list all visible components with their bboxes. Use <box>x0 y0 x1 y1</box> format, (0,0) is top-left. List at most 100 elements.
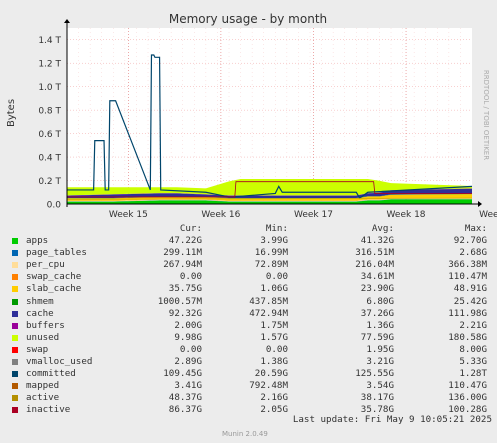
y-tick-label: 0.0 <box>47 201 62 211</box>
legend-row-active: active 48.37G 2.16G 38.17G 136.00G <box>12 392 492 404</box>
legend-min: 1.38G <box>260 356 288 368</box>
legend-name: swap_cache <box>26 271 82 283</box>
legend-avg: 38.17G <box>360 392 394 404</box>
legend-avg: 77.59G <box>360 331 394 343</box>
legend-swatch <box>12 298 18 305</box>
y-tick-label: 0.6 T <box>38 130 61 140</box>
x-tick-label: Week 15 <box>109 210 148 220</box>
legend-avg: 3.54G <box>366 380 394 392</box>
legend-min: 20.59G <box>254 368 288 380</box>
legend-cur: 92.32G <box>168 307 202 319</box>
legend: Cur: Min: Avg: Max: apps 47.22G 3.99G 41.32… <box>12 223 492 417</box>
legend-swatch <box>12 310 18 317</box>
legend-cur: 0.00 <box>179 343 202 355</box>
x-tick-label: Week 19 <box>479 210 497 220</box>
legend-min: 3.99G <box>260 235 288 247</box>
legend-swatch <box>12 274 18 281</box>
legend-max: 48.91G <box>453 283 487 295</box>
area-shmem <box>67 193 472 199</box>
legend-row-cache: cache 92.32G 472.94M 37.26G 111.98G <box>12 308 492 320</box>
legend-name: vmalloc_used <box>26 356 93 368</box>
legend-max: 136.00G <box>448 392 487 404</box>
legend-swatch <box>12 383 18 390</box>
legend-cur: 3.41G <box>174 380 202 392</box>
legend-min: 0.00 <box>265 343 288 355</box>
legend-max: 8.00G <box>459 343 487 355</box>
legend-min: 2.05G <box>260 404 288 416</box>
chart-title: Memory usage - by month <box>169 12 327 26</box>
legend-cur: 47.22G <box>168 235 202 247</box>
legend-swatch <box>12 286 18 293</box>
legend-cur: 48.37G <box>168 392 202 404</box>
legend-row-page-tables: page_tables 299.11M 16.99M 316.51M 2.68G <box>12 247 492 259</box>
legend-row-slab-cache: slab_cache 35.75G 1.06G 23.90G 48.91G <box>12 283 492 295</box>
legend-name: buffers <box>26 319 65 331</box>
munin-version: Munin 2.0.49 <box>222 430 268 438</box>
y-tick-label: 0.4 T <box>38 154 61 164</box>
legend-avg: 3.21G <box>366 356 394 368</box>
x-tick-label: Week 16 <box>201 210 240 220</box>
legend-swatch <box>12 334 18 341</box>
legend-min: 437.85M <box>249 295 288 307</box>
area-cache <box>67 188 472 199</box>
legend-max: 5.33G <box>459 356 487 368</box>
legend-min: 792.48M <box>249 380 288 392</box>
legend-row-vmalloc-used: vmalloc_used 2.89G 1.38G 3.21G 5.33G <box>12 356 492 368</box>
legend-swatch <box>12 371 18 378</box>
legend-min: 2.16G <box>260 392 288 404</box>
legend-min: 72.89M <box>254 259 288 271</box>
legend-row-committed: committed 109.45G 20.59G 125.55G 1.28T <box>12 368 492 380</box>
legend-cur: 0.00 <box>179 271 202 283</box>
legend-avg: 41.32G <box>360 235 394 247</box>
memory-chart: 0.0 0.2 T 0.4 T 0.6 T 0.8 T 1.0 T 1.2 T 1.4 T W… <box>6 12 497 220</box>
legend-cur: 267.94M <box>163 259 202 271</box>
legend-header: Cur: Min: Avg: Max: <box>12 223 492 235</box>
y-tick-labels: 0.0 0.2 T 0.4 T 0.6 T 0.8 T 1.0 T 1.2 T 1.4 T <box>38 36 61 210</box>
legend-avg: 6.80G <box>366 295 394 307</box>
legend-name: shmem <box>26 295 54 307</box>
legend-row-per-cpu: per_cpu 267.94M 72.89M 216.04M 366.38M <box>12 259 492 271</box>
legend-name: mapped <box>26 380 60 392</box>
legend-name: active <box>26 392 60 404</box>
legend-max: 1.28T <box>459 368 487 380</box>
line-committed <box>67 54 473 200</box>
y-axis-label: Bytes <box>6 99 17 127</box>
legend-cur: 2.00G <box>174 319 202 331</box>
legend-max: 110.47M <box>448 271 487 283</box>
legend-name: unused <box>26 331 60 343</box>
series-lines <box>66 54 473 200</box>
legend-cur: 299.11M <box>163 247 202 259</box>
y-tick-label: 1.2 T <box>38 60 61 70</box>
legend-max: 111.98G <box>448 307 487 319</box>
legend-row-inactive: inactive 86.37G 2.05G 35.78G 100.28G <box>12 404 492 416</box>
axes <box>64 19 482 207</box>
legend-swatch <box>12 359 18 366</box>
legend-cur: 9.98G <box>174 331 202 343</box>
legend-cur: 1000.57M <box>157 295 202 307</box>
legend-avg: 1.95G <box>366 343 394 355</box>
area-unused <box>67 179 472 196</box>
legend-swatch <box>12 238 18 245</box>
line-inactive <box>67 181 472 198</box>
legend-row-mapped: mapped 3.41G 792.48M 3.54G 110.47G <box>12 380 492 392</box>
legend-min: 1.57G <box>260 331 288 343</box>
legend-min: 0.00 <box>265 271 288 283</box>
y-tick-label: 1.4 T <box>38 36 61 46</box>
legend-min: 1.06G <box>260 283 288 295</box>
line-active <box>66 197 473 200</box>
legend-avg: 37.26G <box>360 307 394 319</box>
legend-name: slab_cache <box>26 283 82 295</box>
legend-row-buffers: buffers 2.00G 1.75M 1.36G 2.21G <box>12 320 492 332</box>
legend-swatch <box>12 395 18 402</box>
legend-max: 2.21G <box>459 319 487 331</box>
x-tick-label: Week 18 <box>387 210 426 220</box>
x-axis-arrow <box>478 201 482 207</box>
stacked-areas <box>67 179 472 204</box>
legend-avg: 34.61M <box>360 271 394 283</box>
last-update: Last update: Fri May 9 10:05:21 2025 <box>292 414 492 425</box>
legend-max: 110.47G <box>448 380 487 392</box>
legend-name: cache <box>26 307 54 319</box>
legend-name: per_cpu <box>26 259 65 271</box>
legend-row-shmem: shmem 1000.57M 437.85M 6.80G 25.42G <box>12 296 492 308</box>
legend-max: 25.42G <box>453 295 487 307</box>
